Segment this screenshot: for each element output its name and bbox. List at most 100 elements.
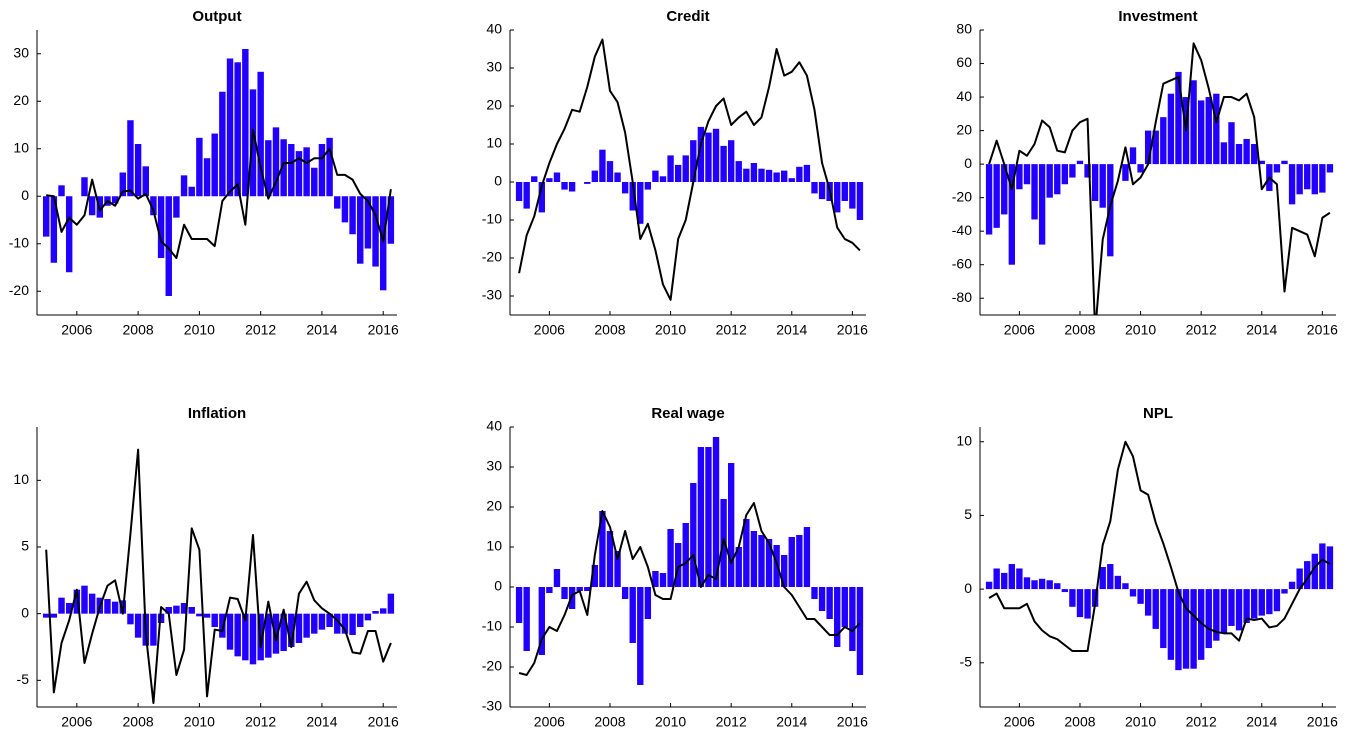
bar [523,587,530,651]
y-tick-label: 10 [13,139,29,155]
bar [104,599,111,614]
y-tick-label: 0 [964,155,972,171]
bar [65,603,73,614]
x-tick-label: 2010 [655,322,686,338]
panel: Output -20 -10 0 10 20 30 2006 2008 2010 2012 2014 2… [9,8,399,338]
bar [50,196,58,263]
bar [856,182,864,220]
bar [265,613,272,658]
bar [180,603,188,614]
bar [667,529,674,587]
y-tick-label: 30 [486,59,502,75]
bar [735,161,742,182]
bar [614,172,621,182]
bar [127,613,134,625]
bar [1076,589,1084,618]
bar [743,519,750,587]
bar [993,164,1000,228]
bar [364,196,372,249]
y-tick-label: 40 [486,418,502,434]
y-tick-label: -30 [482,698,502,714]
bar [1038,578,1046,590]
bar [644,587,652,619]
y-tick-label: 80 [956,21,972,37]
bar [1213,93,1220,165]
bar [849,587,856,651]
bar [1016,164,1023,190]
bar [1129,147,1137,165]
y-tick-label: -80 [952,289,972,305]
bar [372,196,379,267]
bar [196,137,203,197]
bar [219,613,226,638]
bar [1054,164,1061,195]
bar [341,196,349,223]
bar [1251,144,1258,165]
bar [1213,589,1220,641]
y-tick-label: 30 [486,458,502,474]
bar [357,613,364,627]
bar [180,175,188,197]
bar [584,182,591,184]
bar [712,128,720,182]
bar [1144,130,1152,165]
bar [796,535,803,587]
bar [288,613,295,647]
bar [1304,561,1311,590]
bar [303,147,310,197]
y-tick-label: 0 [494,578,502,594]
x-tick-label: 2006 [1004,322,1035,338]
bar [546,178,553,182]
bar [1001,572,1008,590]
bar [515,587,523,623]
x-tick-label: 2006 [534,714,565,730]
bar [1243,589,1250,623]
bar [606,161,614,182]
bar [523,182,530,209]
bar [387,196,395,244]
panel: Real wage -30 -20 -10 0 10 20 30 40 2006 2008 2010 2… [482,405,868,730]
bar [674,543,682,587]
bar [985,581,993,590]
bar [1076,160,1084,165]
bar [173,196,180,218]
bar [1243,138,1250,165]
bar [219,91,226,197]
y-tick-label: 0 [494,173,502,189]
bar [150,613,157,646]
x-tick-label: 2016 [1307,714,1338,730]
bar [1144,589,1152,616]
bar [1122,583,1129,590]
bar [272,127,280,197]
bar [326,613,333,627]
bar [65,196,73,273]
bar [727,140,735,182]
bar [288,144,295,197]
bar [1099,164,1106,208]
bar [1319,164,1326,193]
bar [88,593,96,614]
bar [758,168,765,182]
bar [591,170,599,182]
bar [1326,546,1334,590]
panel: NPL -5 0 5 10 2006 2008 2010 2012 2014 2016 [956,405,1338,730]
bar [1031,164,1038,220]
bar [834,587,841,647]
bar [88,196,96,216]
bar [1220,589,1228,634]
bar [1228,589,1235,626]
bar [1258,160,1265,165]
bar [818,182,826,200]
bar [712,437,720,587]
bar [1266,589,1273,615]
bar [1046,580,1053,590]
bar [750,531,758,587]
y-tick-label: 0 [964,580,972,596]
panel: Credit -30 -20 -10 0 10 20 30 40 2006 2008 2010 2012… [482,8,868,338]
bar [1205,97,1212,165]
bar [1281,589,1288,594]
bar [629,182,636,211]
x-tick-label: 2014 [776,714,807,730]
bar [349,196,356,235]
bar [515,182,523,201]
